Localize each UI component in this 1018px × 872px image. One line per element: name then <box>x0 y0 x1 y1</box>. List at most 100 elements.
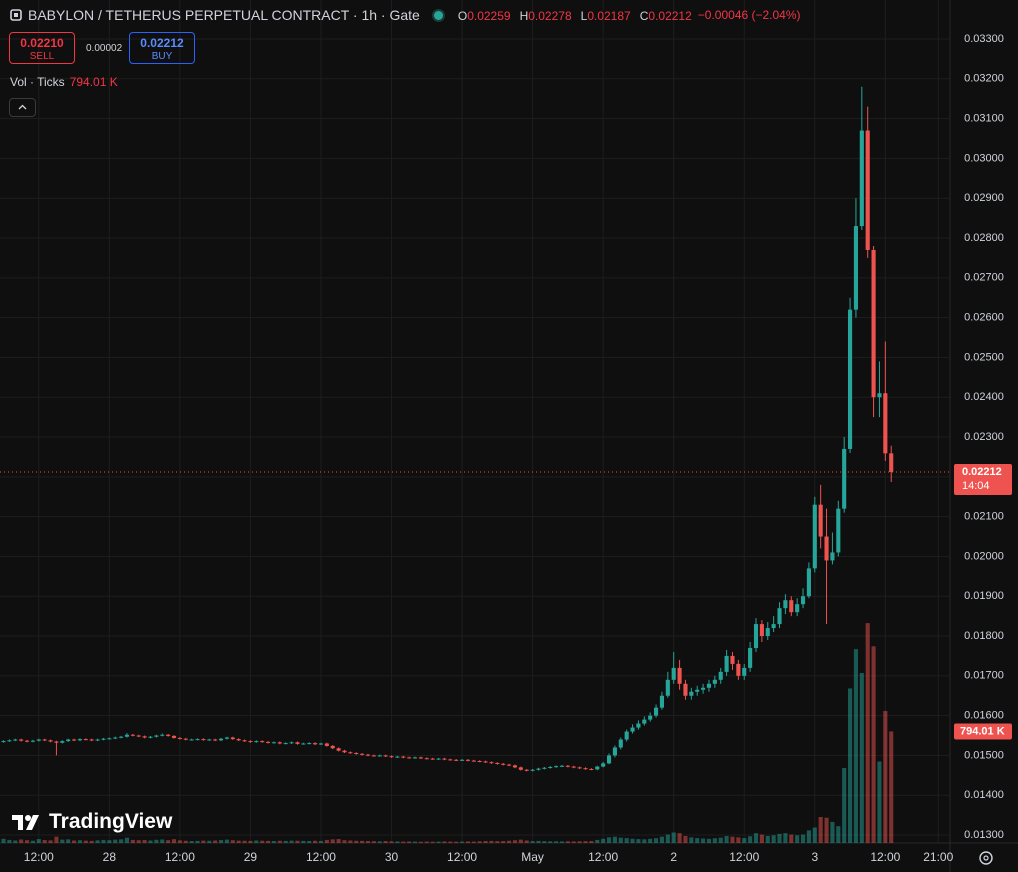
axes: 0.01300 0.01400 0.01500 0.01600 0.01700 0.018… <box>0 33 1012 864</box>
volume-bar <box>89 840 94 843</box>
volume-bar <box>148 840 153 843</box>
candle-body <box>430 758 435 760</box>
volume-bar <box>759 834 764 843</box>
logo[interactable]: TradingView <box>12 810 172 834</box>
volume-bar <box>313 840 318 843</box>
candle-body <box>289 742 294 744</box>
candle-body <box>718 671 723 680</box>
collapse-button[interactable] <box>9 98 36 117</box>
candle-body <box>260 741 265 743</box>
volume-bar <box>706 838 712 843</box>
candle-body <box>465 759 471 761</box>
candle-body <box>518 767 523 770</box>
candle-body <box>771 624 776 629</box>
y-tick-label: 0.02800 <box>964 232 1004 244</box>
candle-body <box>689 691 694 696</box>
candle-body <box>107 738 112 740</box>
candle-body <box>677 667 682 684</box>
volume-bar <box>671 832 676 843</box>
candle-body <box>624 731 629 740</box>
volume-bar <box>83 840 88 843</box>
candle-body <box>113 737 118 739</box>
volume-bar <box>412 841 418 843</box>
ohlc-value: 0.02212 <box>648 9 692 23</box>
candle-body <box>442 758 447 760</box>
y-tick-label: 0.03000 <box>964 152 1004 164</box>
y-tick-label: 0.02700 <box>964 272 1004 284</box>
volume-bar <box>483 841 488 843</box>
volume-bar <box>183 840 188 843</box>
candle-body <box>618 739 623 748</box>
y-tick-label: 0.01400 <box>964 789 1004 801</box>
volume-bar <box>642 839 647 843</box>
volume-bar <box>130 839 135 843</box>
candle-body <box>60 741 65 743</box>
candle-body <box>530 769 535 771</box>
candle-body <box>877 393 882 398</box>
settings-icon[interactable] <box>979 851 993 865</box>
candle-body <box>460 759 465 761</box>
candle-body <box>577 767 582 769</box>
volume-bar <box>812 827 817 843</box>
volume-bar <box>771 835 776 843</box>
sell-button[interactable]: 0.02210 SELL <box>9 32 75 64</box>
volume-bar <box>583 841 588 843</box>
candle-body <box>812 504 817 569</box>
candle-body <box>119 736 124 738</box>
candle-body <box>424 758 429 760</box>
candle-body <box>318 743 324 745</box>
volume-bar <box>48 840 53 843</box>
volume-bar <box>236 840 241 843</box>
candle-body <box>736 663 741 676</box>
volume-bar <box>648 838 653 843</box>
y-tick-label: 0.02100 <box>964 511 1004 523</box>
volume-bar <box>489 840 494 843</box>
candle-body <box>407 757 412 759</box>
y-tick-label: 0.02600 <box>964 312 1004 324</box>
volume-bar <box>113 839 118 843</box>
ohlc-value: 0.02278 <box>528 9 572 23</box>
candle-body <box>859 130 864 227</box>
buy-button[interactable]: 0.02212 BUY <box>129 32 195 64</box>
volume-bar <box>124 837 130 843</box>
candle-body <box>342 750 347 753</box>
candle-body <box>389 756 394 758</box>
candle-body <box>1 741 6 743</box>
x-tick-label: 2 <box>670 850 677 864</box>
volume-pane <box>1 623 894 843</box>
volume-bar <box>365 841 371 843</box>
candle-body <box>777 608 782 625</box>
candle-body <box>66 739 71 742</box>
volume-bar <box>753 833 759 843</box>
candle-body <box>13 739 18 741</box>
volume-bar <box>542 841 547 843</box>
volume-bar <box>418 841 423 843</box>
candle-body <box>554 766 559 768</box>
candle-body <box>130 734 135 736</box>
candle-body <box>800 596 806 605</box>
volume-bar <box>60 839 65 843</box>
volume-bar <box>818 817 823 843</box>
volume-bar <box>765 835 770 843</box>
volume-bar <box>612 836 617 843</box>
volume-bar <box>836 826 841 843</box>
volume-bar <box>107 840 112 843</box>
volume-bar <box>530 841 535 843</box>
volume-bar <box>289 840 294 843</box>
last-price-label: 0.02212 <box>962 466 1002 478</box>
volume-bar <box>195 840 200 843</box>
logo-mark <box>12 815 39 830</box>
logo-text: TradingView <box>49 810 173 833</box>
volume-bar <box>119 839 124 843</box>
volume-bar <box>318 840 324 843</box>
volume-bar <box>536 840 541 843</box>
candle-body <box>753 624 759 648</box>
volume-bar <box>654 838 659 843</box>
candle-body <box>830 552 835 561</box>
candle-body <box>242 740 247 742</box>
volume-bar <box>295 840 300 843</box>
candle-body <box>654 707 659 716</box>
volume-bar <box>554 841 559 843</box>
volume-bar <box>19 839 24 843</box>
x-tick-label: 12:00 <box>870 850 900 864</box>
